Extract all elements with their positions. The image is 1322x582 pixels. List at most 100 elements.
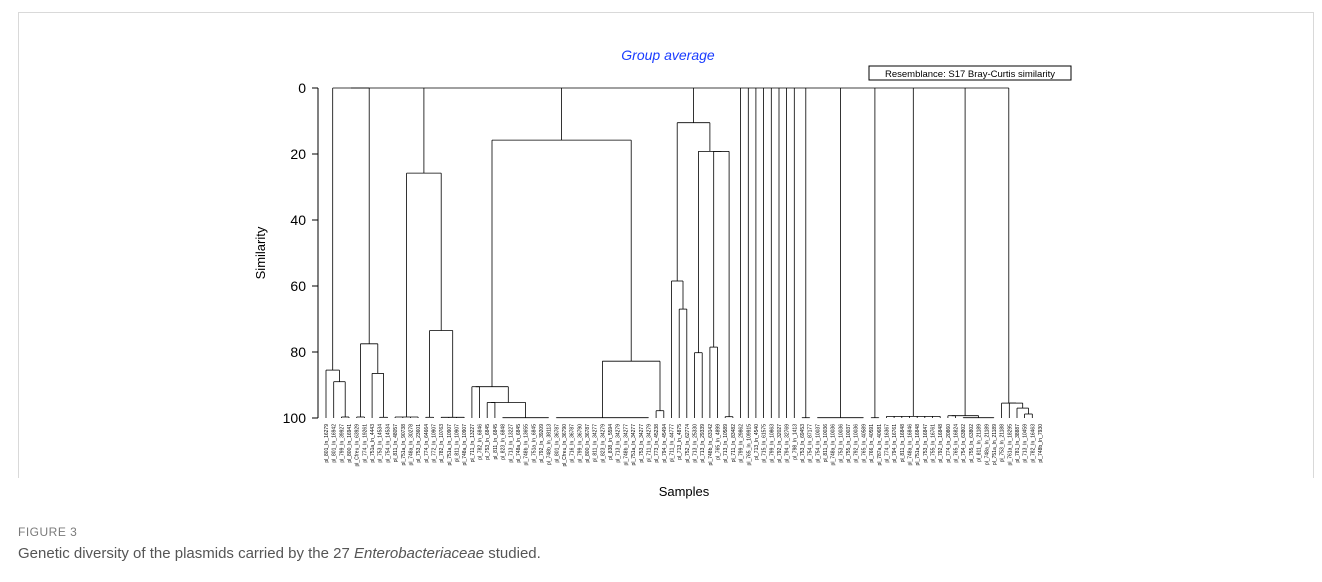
sample-label: pl_755_In_10037	[846, 424, 852, 463]
sample-label: pl_711_In_34279	[647, 424, 653, 462]
sample-label: pl_772_In_10907	[432, 424, 438, 463]
y-tick-label: 100	[283, 410, 307, 426]
sample-label: pl_Cfreu_In_63929	[355, 424, 361, 467]
legend-box	[868, 65, 1072, 81]
sample-label: pl_811_In_6845	[493, 424, 499, 460]
sample-label: pl_716_In_36787	[570, 424, 576, 463]
sample-label: pl_799_In_29862	[739, 424, 745, 463]
sample-label: pl_794_In_32769	[785, 424, 791, 463]
figure-label: FIGURE 3	[18, 525, 78, 539]
sample-label: pl_748a_In_10907	[462, 424, 468, 466]
sample-label: pl_753_In_21188	[1000, 424, 1006, 462]
sample-label: pl_774_In_16367	[885, 424, 891, 463]
sample-label: pl_765_In_40589	[861, 424, 867, 463]
sample-label: pl_751a_In_10907	[447, 424, 453, 466]
sample-label: pl_765_In_16824	[954, 424, 960, 463]
sample-label: pl_801_In_16942	[332, 424, 338, 463]
sample-label: pl_792_In_16848	[938, 424, 944, 463]
sample-label: pl_754_In_10037	[815, 424, 821, 463]
sample-label: pl_748a_In_6845	[516, 424, 522, 463]
sample-label: pl_751a_In_90738	[401, 424, 407, 466]
sample-label: pl_811_In_10907	[455, 424, 461, 462]
sample-label: pl_782_In_16463	[1030, 424, 1036, 463]
sample-label: pl_754_In_14534	[385, 424, 391, 463]
sample-label: pl_748a_In_21189	[984, 424, 990, 465]
sample-label: pl_713_In_25330	[693, 424, 699, 463]
sample-label: pl_753_In_34277	[639, 424, 645, 463]
sample-label: pl_711_In_83482	[731, 424, 737, 462]
sample-label: pl_823_In_6848	[501, 424, 507, 460]
sample-label: pl_800_In_36787	[585, 424, 591, 463]
sample-label: pl_838_In_5594	[608, 424, 614, 460]
caption-italic: Enterobacteriaceae	[354, 545, 485, 562]
sample-label: pl_753_In_23601	[416, 424, 422, 463]
sample-label: pl_765_In_4899	[716, 424, 722, 460]
sample-label: pl_774_In_20860	[946, 424, 952, 463]
sample-label: pl_748b_In_13655	[524, 424, 530, 466]
sample-label: pl_798_In_1413	[792, 424, 798, 460]
y-tick-label: 40	[290, 212, 306, 228]
sample-label: pl_713_In_4540	[754, 424, 760, 460]
sample-label: pl_748a_In_10036	[831, 424, 837, 466]
sample-label: pl_754_In_63802	[961, 424, 967, 463]
sample-label: pl_753_In_14534	[378, 424, 384, 463]
sample-label: pl_774_In_64664	[424, 424, 430, 463]
sample-label: pl_792_In_32027	[777, 424, 783, 463]
sample-label: pl_765_In_109915	[746, 424, 752, 466]
sample-label: pl_713_In_4875	[677, 424, 683, 460]
sample-label: pl_748b_In_7930	[1038, 424, 1044, 463]
sample-label: pl_748a_In_16846	[908, 424, 914, 466]
sample-label: pl_751a_In_6845	[531, 424, 537, 463]
sample-label: pl_748b_In_63142	[708, 424, 714, 466]
caption-after: studied.	[484, 545, 541, 562]
sample-label: pl_794_In_45494	[662, 424, 668, 463]
sample-label: pl_823_In_34279	[600, 424, 606, 463]
sample-label: pl_713_In_13227	[508, 424, 514, 463]
y-tick-label: 20	[290, 146, 306, 162]
sample-label: pl_782_In_6846	[478, 424, 484, 460]
sample-label: pl_811_In_48057	[393, 424, 399, 462]
sample-label: pl_773_In_45238	[654, 424, 660, 463]
sample-label: pl_753_In_10036	[838, 424, 844, 463]
y-tick-label: 0	[298, 80, 306, 96]
sample-label: pl_782_In_10763	[439, 424, 445, 463]
sample-label: pl_799_In_36790	[577, 424, 583, 463]
sample-label: pl_799_In_10863	[769, 424, 775, 463]
sample-label: pl_800_In_16941	[347, 424, 353, 463]
sample-label: pl_755_In_63802	[969, 424, 975, 463]
sample-label: pl_713_In_29339	[700, 424, 706, 463]
sample-label: pl_753_In_69453	[800, 424, 806, 463]
sample-label: pl_715_In_61575	[762, 424, 768, 463]
y-tick-label: 60	[290, 278, 306, 294]
dendrogram-chart: Group average Resemblance: S17 Bray-Curti…	[253, 47, 1072, 499]
sample-label: pl_711_In_44777	[670, 424, 676, 462]
legend-text: Resemblance: S17 Bray-Curtis similarity	[885, 69, 1055, 80]
sample-label: pl_Cfreu_In_36790	[562, 424, 568, 467]
sample-label: pl_752_In_62774	[685, 424, 691, 463]
sample-label: pl_748a_In_30278	[409, 424, 415, 466]
sample-label: pl_781_In_38887	[1015, 424, 1021, 463]
sample-label: pl_794_In_16761	[892, 424, 898, 463]
sample-label: pl_713_In_34279	[616, 424, 622, 463]
sample-label: pl_801_In_16279	[324, 424, 330, 463]
sample-label: pl_799_In_39927	[339, 424, 345, 463]
sample-label: pl_751a_In_34277	[631, 424, 637, 466]
sample-label: pl_761a_In_18295	[1007, 424, 1013, 466]
sample-label: pl_713_In_10589	[723, 424, 729, 463]
sample-label: pl_787a_In_40681	[877, 424, 883, 466]
y-tick-label: 80	[290, 344, 306, 360]
figure-frame	[18, 12, 1314, 478]
sample-label: pl_751a_In_16848	[915, 424, 921, 466]
sample-label: pl_792_In_39209	[539, 424, 545, 463]
figure-caption: Genetic diversity of the plasmids carrie…	[18, 545, 541, 562]
y-axis-title: Similarity	[253, 226, 268, 279]
sample-label: pl_754_In_87177	[808, 424, 814, 463]
sample-label: pl_811_In_10036	[823, 424, 829, 462]
sample-label: pl_766_In_40591	[869, 424, 875, 463]
sample-label: pl_801_In_36787	[554, 424, 560, 463]
sample-label: pl_753_In_16847	[923, 424, 929, 463]
sample-label: pl_751a_In_21189	[992, 424, 998, 465]
chart-title: Group average	[621, 47, 715, 63]
x-axis-title: Samples	[659, 484, 710, 499]
